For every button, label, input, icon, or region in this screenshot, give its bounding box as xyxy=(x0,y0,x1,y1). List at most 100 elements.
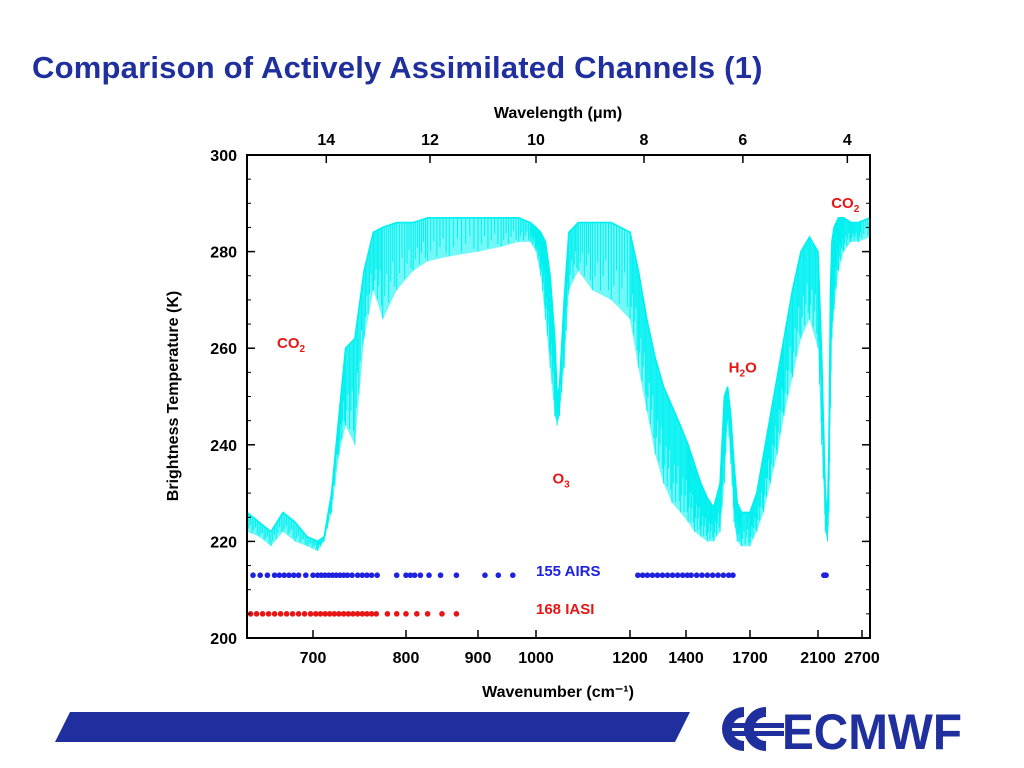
channel-point xyxy=(303,572,309,579)
channel-point xyxy=(688,572,694,579)
channel-point xyxy=(709,572,716,579)
channel-point xyxy=(354,572,361,579)
channel-point xyxy=(276,572,283,579)
x-top-tick-label: 10 xyxy=(527,132,545,149)
channel-point xyxy=(286,572,292,579)
channel-point xyxy=(271,572,278,579)
channel-point xyxy=(644,572,651,579)
channel-point xyxy=(277,611,284,617)
x-tick-label: 1200 xyxy=(612,650,648,667)
x-top-tick-label: 4 xyxy=(843,132,852,149)
channel-point xyxy=(326,611,333,617)
x-tick-label: 800 xyxy=(393,650,420,667)
channel-point xyxy=(730,572,736,579)
channel-point xyxy=(359,611,366,617)
channel-points-layer xyxy=(247,572,829,617)
legend-airs: 155 AIRS xyxy=(536,563,600,580)
y-tick-label: 280 xyxy=(210,245,237,262)
channel-point xyxy=(359,572,366,579)
channel-point xyxy=(307,611,314,617)
channel-point xyxy=(649,572,656,579)
channel-point xyxy=(411,572,418,579)
channel-point xyxy=(417,572,424,579)
channel-point xyxy=(291,572,297,579)
x-tick-label: 2700 xyxy=(844,650,880,667)
channel-point xyxy=(669,572,676,579)
channel-point xyxy=(679,572,686,579)
channel-point xyxy=(495,572,502,579)
channel-point xyxy=(345,611,352,617)
channel-point xyxy=(664,572,671,579)
channel-point xyxy=(510,572,516,579)
channel-point xyxy=(350,611,356,617)
channel-point xyxy=(317,611,324,617)
ecmwf-logo-graphic: ECMWF xyxy=(722,704,962,760)
y-tick-label: 200 xyxy=(210,631,237,648)
x-top-tick-label: 6 xyxy=(738,132,747,149)
spectral-band-annotation: CO2 xyxy=(831,195,860,215)
channel-point xyxy=(257,572,264,579)
channel-point xyxy=(295,572,302,579)
x-top-tick-label: 14 xyxy=(317,132,335,149)
channel-point xyxy=(453,572,460,579)
channel-point xyxy=(349,572,355,579)
channel-point xyxy=(393,572,400,579)
channel-point xyxy=(368,611,375,617)
x-tick-label: 1400 xyxy=(668,650,704,667)
channel-point xyxy=(265,611,272,617)
spectrum-upper xyxy=(246,217,871,543)
channel-point xyxy=(720,572,727,579)
y-tick-label: 300 xyxy=(210,148,237,165)
channel-point xyxy=(482,572,488,579)
channel-point xyxy=(439,611,445,617)
channel-point xyxy=(453,611,460,617)
channel-point xyxy=(250,572,256,579)
channel-point xyxy=(674,572,681,579)
x-top-tick-label: 8 xyxy=(640,132,649,149)
channel-point xyxy=(373,611,380,617)
x-axis-title: Wavenumber (cm⁻¹) xyxy=(482,684,634,701)
spectral-band-annotation: CO2 xyxy=(277,335,306,355)
y-tick-label: 260 xyxy=(210,341,237,358)
channel-point xyxy=(364,611,370,617)
ecmwf-logo: ECMWF xyxy=(718,703,964,760)
x-tick-label: 900 xyxy=(465,650,492,667)
channel-point xyxy=(407,572,414,579)
channel-point xyxy=(654,572,661,579)
spectrum-envelope xyxy=(247,217,870,552)
logo-text: ECMWF xyxy=(782,704,962,755)
channel-point xyxy=(393,611,400,617)
x-top-axis-title: Wavelength (μm) xyxy=(494,105,622,122)
channel-point xyxy=(424,611,431,617)
channel-point xyxy=(704,572,711,579)
channel-point xyxy=(331,611,338,617)
channel-point xyxy=(639,572,646,579)
channel-point xyxy=(344,572,351,579)
channel-point xyxy=(364,572,370,579)
x-tick-label: 1000 xyxy=(518,650,554,667)
channel-point xyxy=(403,572,409,579)
channel-point xyxy=(283,611,290,617)
channel-point xyxy=(403,611,409,617)
page-title: Comparison of Actively Assimilated Chann… xyxy=(32,50,763,85)
spectral-band-annotation: H2O xyxy=(729,359,757,379)
footer-stripe xyxy=(55,712,690,742)
channel-point xyxy=(659,572,666,579)
channel-point xyxy=(340,611,347,617)
channel-point xyxy=(253,611,260,617)
channel-point xyxy=(684,572,691,579)
ticks-layer: 700 800 900 1000 1200 1400 1700 2100 2700 200 220 2… xyxy=(210,132,880,667)
x-top-tick-label: 12 xyxy=(421,132,439,149)
channel-point xyxy=(271,611,278,617)
channel-point xyxy=(264,572,271,579)
spectrum-layer xyxy=(246,217,871,552)
x-tick-label: 1700 xyxy=(732,650,768,667)
channel-point xyxy=(368,572,375,579)
channel-point xyxy=(699,572,705,579)
channel-point xyxy=(310,572,316,579)
channel-point xyxy=(635,572,641,579)
channel-point xyxy=(715,572,721,579)
channel-point xyxy=(336,611,342,617)
channel-point xyxy=(301,611,308,617)
